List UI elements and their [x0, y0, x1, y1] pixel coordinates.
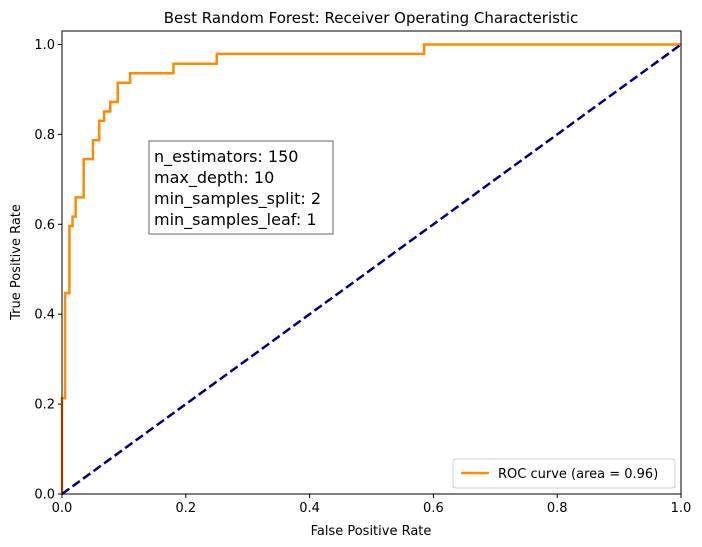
x-tick-label: 1.0 [671, 501, 692, 516]
y-tick-label: 0.2 [34, 398, 55, 413]
y-tick-label: 0.4 [34, 308, 55, 323]
y-tick-label: 0.8 [34, 128, 55, 143]
y-tick-label: 0.0 [34, 488, 55, 503]
param-annotation-box: n_estimators: 150 max_depth: 10 min_samp… [148, 140, 334, 235]
y-axis-label: True Positive Rate [9, 204, 24, 321]
legend-label-roc: ROC curve (area = 0.96) [498, 467, 658, 482]
x-tick-label: 0.4 [299, 501, 320, 516]
roc-curve-line [60, 43, 681, 494]
legend-frame [452, 458, 676, 489]
y-tick-label: 0.6 [34, 218, 55, 233]
chart-title: Best Random Forest: Receiver Operating C… [164, 9, 578, 27]
plot-frame [61, 30, 682, 495]
x-tick-label: 0.8 [547, 501, 568, 516]
annotation-line-1: n_estimators: 150 [154, 147, 298, 167]
x-tick-label: 0.0 [52, 501, 73, 516]
x-tick-label: 0.2 [175, 501, 196, 516]
annotation-line-4: min_samples_leaf: 1 [154, 210, 317, 230]
axis-ticks: 0.0 0.2 0.4 0.6 0.8 1.0 0.0 0.2 0.4 0.6 0.8 1.0 [34, 38, 691, 516]
x-tick-label: 0.6 [423, 501, 444, 516]
annotation-line-3: min_samples_split: 2 [154, 189, 321, 209]
legend: ROC curve (area = 0.96) [452, 458, 676, 489]
y-tick-label: 1.0 [34, 38, 55, 53]
annotation-line-2: max_depth: 10 [154, 168, 274, 188]
chance-diagonal-line [61, 43, 682, 496]
x-axis-label: False Positive Rate [311, 524, 432, 539]
series-group [60, 43, 682, 496]
plot-area [62, 31, 681, 494]
